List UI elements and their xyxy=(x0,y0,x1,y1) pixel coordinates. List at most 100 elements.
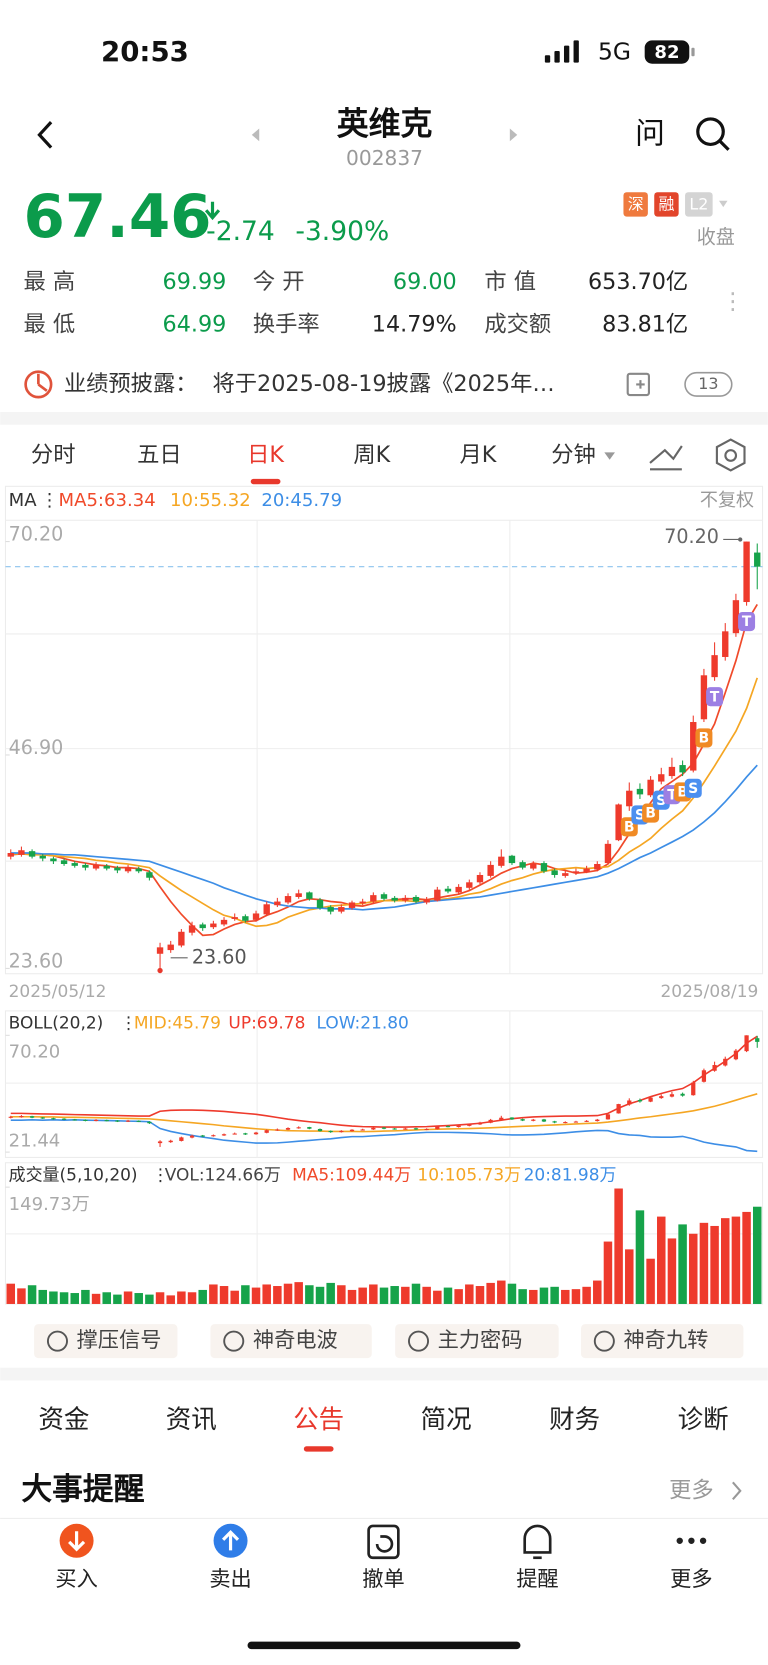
stock-name: 英维克 xyxy=(337,104,433,142)
boll-candle-body xyxy=(189,1135,195,1138)
more-dots[interactable]: ⋮ xyxy=(721,287,744,315)
boll-candle-body xyxy=(371,1127,376,1130)
candle-body xyxy=(423,899,430,903)
status-time: 20:53 xyxy=(101,35,189,68)
adjust-mode[interactable]: 不复权 xyxy=(700,490,754,511)
nav-label[interactable]: 更多 xyxy=(670,1567,712,1592)
boll-candle-body xyxy=(691,1082,696,1096)
period-tab[interactable]: 月K xyxy=(460,442,498,468)
ma-legend: MA5:63.34 xyxy=(59,490,156,511)
volume-bar xyxy=(625,1249,634,1304)
back-button[interactable] xyxy=(37,121,53,149)
stat-value: 64.99 xyxy=(163,311,227,337)
nav-label[interactable]: 撤单 xyxy=(362,1567,404,1592)
dropdown-caret[interactable] xyxy=(604,452,615,460)
next-stock[interactable] xyxy=(509,128,518,142)
tool-label: 神奇电波 xyxy=(253,1328,338,1353)
period-tab[interactable]: 日K xyxy=(247,442,285,468)
nav-label[interactable]: 买入 xyxy=(55,1567,97,1592)
boll-candle-body xyxy=(467,1124,472,1126)
period-tab[interactable]: 分钟 xyxy=(551,442,596,468)
candle-body xyxy=(391,897,398,901)
more-icon[interactable] xyxy=(676,1537,707,1544)
y-tick-label: 70.20 xyxy=(9,523,64,546)
network-type: 5G xyxy=(598,38,631,66)
boll-candle-body xyxy=(307,1127,312,1129)
more-chevron xyxy=(732,1481,742,1501)
boll-candle-body xyxy=(211,1135,216,1137)
alert-icon[interactable] xyxy=(523,1524,552,1560)
info-tab[interactable]: 资金 xyxy=(38,1405,89,1435)
notice-badge[interactable] xyxy=(684,371,733,397)
boll-candle-body xyxy=(125,1120,131,1122)
ask-button[interactable]: 问 xyxy=(635,116,665,151)
sell-icon[interactable] xyxy=(213,1523,248,1558)
volume-bar xyxy=(59,1292,69,1304)
boll-candle-body xyxy=(563,1122,568,1124)
boll-legend: LOW:21.80 xyxy=(317,1014,409,1034)
info-tab[interactable]: 诊断 xyxy=(678,1405,729,1435)
legend-menu: ⋮ xyxy=(40,490,58,511)
info-tab[interactable]: 公告 xyxy=(293,1405,344,1435)
info-tab[interactable]: 简况 xyxy=(421,1405,472,1435)
boll-candle-body xyxy=(659,1096,664,1099)
boll-candle-body xyxy=(477,1122,483,1125)
notice-label: 业绩预披露： xyxy=(64,371,198,397)
boll-candle-body xyxy=(157,1141,163,1144)
volume-bar xyxy=(582,1286,591,1304)
market-state: 收盘 xyxy=(697,225,735,248)
boll-legend: UP:69.78 xyxy=(228,1014,305,1034)
candle-body xyxy=(114,867,121,871)
period-tab[interactable]: 分时 xyxy=(31,442,76,468)
buy-icon[interactable] xyxy=(59,1523,94,1558)
tool-button[interactable] xyxy=(580,1324,744,1359)
candle-body xyxy=(18,850,25,855)
y-tick-label: 149.73万 xyxy=(9,1194,90,1215)
boll-candle-body xyxy=(595,1119,600,1122)
boll-candle-body xyxy=(573,1121,579,1123)
candle-body xyxy=(711,655,718,678)
battery-icon xyxy=(644,40,690,64)
volume-bar xyxy=(529,1289,538,1304)
volume-legend: 20:81.98万 xyxy=(524,1165,617,1185)
volume-bar xyxy=(123,1291,133,1304)
tool-button[interactable] xyxy=(210,1324,372,1359)
prev-stock[interactable] xyxy=(251,128,260,142)
nav-label[interactable]: 卖出 xyxy=(209,1567,251,1592)
boll-panel xyxy=(4,1010,764,1158)
cancel-icon[interactable] xyxy=(367,1524,400,1560)
stat-label: 成交额 xyxy=(484,311,551,337)
candle-body xyxy=(732,600,740,634)
notice-action-icon[interactable] xyxy=(626,372,650,397)
tool-button[interactable] xyxy=(34,1324,178,1359)
tool-label: 撑压信号 xyxy=(77,1328,162,1353)
info-tab[interactable]: 财务 xyxy=(549,1405,600,1435)
nav-label[interactable]: 提醒 xyxy=(516,1567,558,1592)
candle-body xyxy=(284,896,292,903)
candle-body xyxy=(274,901,281,906)
last-price: 67.46 xyxy=(23,183,211,252)
more-link[interactable]: 更多 xyxy=(669,1477,714,1503)
tool-button[interactable] xyxy=(395,1324,559,1359)
boll-candle-body xyxy=(179,1137,184,1141)
volume-bar xyxy=(497,1280,506,1304)
volume-bar xyxy=(198,1289,207,1304)
x-tick-label: 2025/08/19 xyxy=(660,982,758,1002)
home-indicator xyxy=(247,1641,521,1650)
stat-label: 市 值 xyxy=(484,269,536,295)
period-tab[interactable]: 周K xyxy=(353,442,391,468)
notice-text[interactable]: 将于2025-08-19披露《2025年… xyxy=(213,371,555,397)
search-button[interactable] xyxy=(696,117,730,151)
drawing-tool[interactable] xyxy=(649,445,683,471)
period-tab[interactable]: 五日 xyxy=(137,442,182,468)
stat-label: 最 高 xyxy=(23,269,75,295)
info-tab[interactable]: 资讯 xyxy=(166,1405,217,1435)
volume-bar xyxy=(561,1289,570,1304)
boll-candle-body xyxy=(520,1119,525,1121)
boll-candle-body xyxy=(232,1133,237,1135)
volume-bar xyxy=(337,1285,346,1304)
signal-label: B xyxy=(645,806,656,822)
section-title: 大事提醒 xyxy=(21,1471,144,1507)
volume-legend: MA5:109.44万 xyxy=(292,1165,411,1185)
settings-button[interactable] xyxy=(715,438,746,472)
